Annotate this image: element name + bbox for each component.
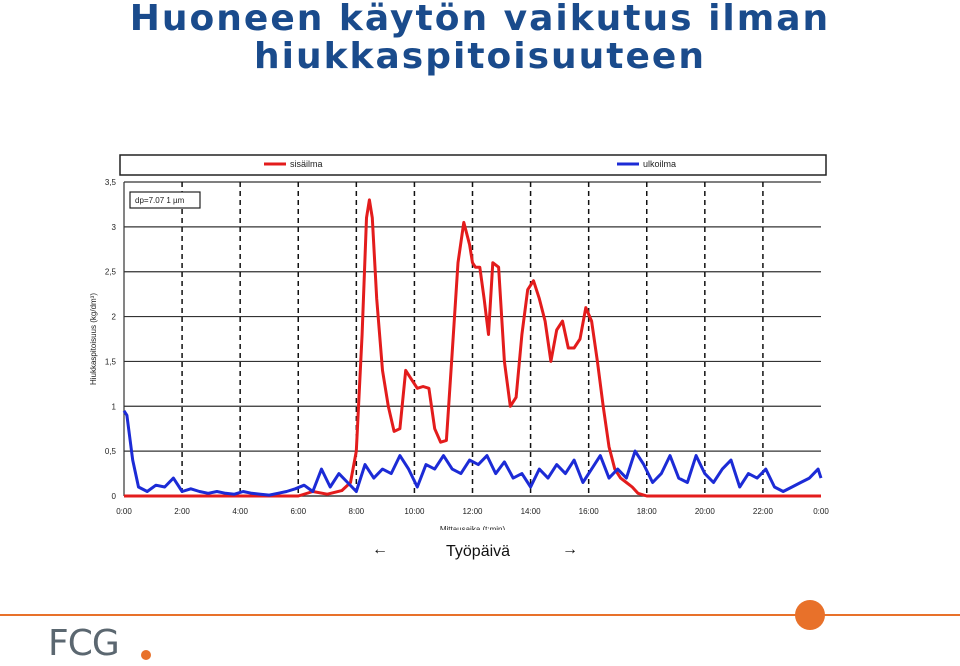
y-axis-title: Hiukkaspitoisuus (kg/dm³) <box>89 293 98 385</box>
left-arrow-icon: ← <box>372 541 388 558</box>
legend-label-1: ulkoilma <box>643 159 676 169</box>
y-tick-label-2: 1 <box>112 402 117 411</box>
legend-label-0: sisäilma <box>290 159 323 169</box>
x-tick-label-6: 12:00 <box>462 507 483 516</box>
y-tick-label-5: 2,5 <box>105 268 117 277</box>
x-tick-label-8: 16:00 <box>579 507 600 516</box>
x-tick-label-11: 22:00 <box>753 507 774 516</box>
x-tick-label-3: 6:00 <box>290 507 306 516</box>
y-tick-label-3: 1,5 <box>105 357 117 366</box>
x-axis-title: Mittausaika (t:min) <box>440 525 506 530</box>
x-tick-label-2: 4:00 <box>232 507 248 516</box>
right-arrow-icon: → <box>562 541 578 558</box>
logo-text: FCG <box>48 623 120 664</box>
y-tick-label-0: 0 <box>112 492 117 501</box>
y-tick-label-6: 3 <box>112 223 117 232</box>
page-title: Huoneen käytön vaikutus ilman hiukkaspit… <box>0 0 960 76</box>
x-tick-label-7: 14:00 <box>521 507 542 516</box>
footer-divider-right <box>824 614 960 616</box>
series-line-ulkoilma <box>122 409 823 497</box>
x-tick-label-4: 8:00 <box>349 507 365 516</box>
x-tick-label-5: 10:00 <box>404 507 425 516</box>
legend-box <box>119 154 827 176</box>
series-line-sisäilma <box>124 198 821 498</box>
caption: ← Työpäivä → <box>372 541 592 565</box>
accent-dot-icon <box>795 600 825 630</box>
logo-dot-icon <box>141 650 151 660</box>
y-tick-label-4: 2 <box>112 313 117 322</box>
caption-label: Työpäivä <box>446 543 511 560</box>
title-line-1: Huoneen käytön vaikutus ilman <box>129 0 831 39</box>
x-tick-label-10: 20:00 <box>695 507 716 516</box>
x-tick-label-9: 18:00 <box>637 507 658 516</box>
fcg-logo: FCG <box>48 622 168 666</box>
x-tick-label-12: 0:00 <box>813 507 829 516</box>
title-line-2: hiukkaspitoisuuteen <box>254 36 706 77</box>
y-tick-label-1: 0,5 <box>105 447 117 456</box>
annotation-label: dp=7.07 1 µm <box>135 196 185 205</box>
particle-concentration-chart: sisäilma ulkoilma 0 0,5 1 1,5 2 2,5 3 3,5 0:00 2:00… <box>89 154 829 530</box>
annotation-box <box>129 191 201 209</box>
y-tick-label-7: 3,5 <box>105 178 117 187</box>
footer-divider <box>0 614 808 616</box>
x-tick-label-1: 2:00 <box>174 507 190 516</box>
x-tick-label-0: 0:00 <box>116 507 132 516</box>
